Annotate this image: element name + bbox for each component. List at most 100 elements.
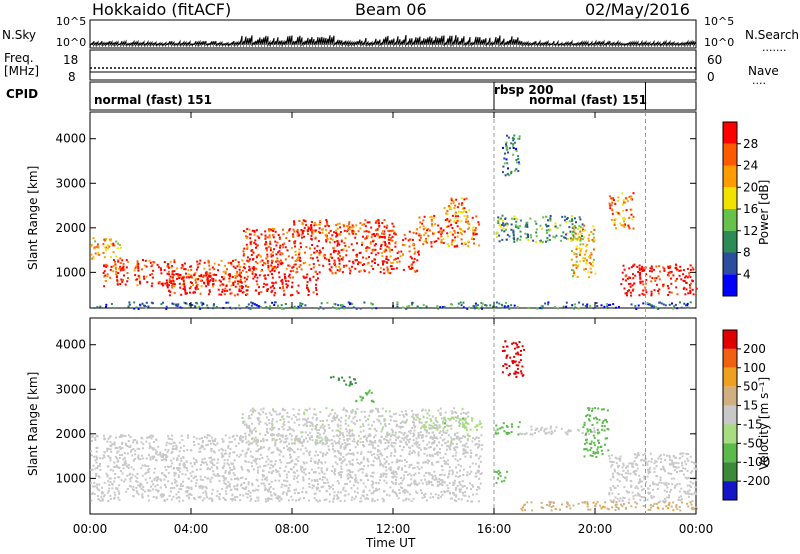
power-cell	[296, 307, 299, 310]
velocity-cell	[421, 482, 424, 485]
velocity-cell	[475, 453, 478, 456]
power-cell	[628, 216, 631, 219]
power-cell	[631, 284, 634, 287]
power-cell	[391, 248, 393, 251]
power-cell	[611, 209, 614, 212]
velocity-cell	[359, 437, 362, 440]
velocity-cell	[351, 383, 353, 386]
velocity-cell	[369, 440, 372, 443]
velocity-cell	[241, 439, 244, 442]
power-cell	[218, 279, 221, 282]
velocity-cell	[155, 476, 158, 479]
velocity-cell	[165, 441, 168, 444]
velocity-cell	[268, 446, 271, 449]
velocity-cell	[476, 488, 478, 491]
velocity-cell	[202, 485, 205, 488]
power-cell	[556, 307, 559, 310]
velocity-cell	[452, 481, 455, 484]
power-cell	[248, 233, 251, 236]
velocity-cell	[171, 450, 174, 453]
velocity-cell	[167, 435, 170, 438]
velocity-cell	[439, 430, 442, 433]
velocity-cell	[241, 413, 244, 416]
velocity-cell	[428, 432, 430, 435]
velocity-cell	[272, 428, 275, 431]
power-cell	[443, 306, 446, 309]
power-cell	[218, 293, 221, 296]
power-cell	[159, 267, 162, 270]
velocity-cell	[268, 487, 271, 490]
velocity-cell	[362, 429, 365, 432]
velocity-cell	[339, 447, 342, 449]
velocity-cell	[376, 489, 378, 491]
velocity-cell	[368, 433, 371, 436]
velocity-cell	[136, 447, 139, 450]
velocity-cell	[333, 491, 336, 494]
velocity-cell	[101, 492, 104, 495]
power-cell	[540, 227, 543, 230]
velocity-cell	[464, 445, 467, 448]
velocity-cell	[537, 430, 540, 433]
power-cell	[318, 252, 321, 255]
velocity-cell	[240, 437, 243, 440]
power-cell	[678, 274, 681, 277]
power-cell	[200, 301, 203, 304]
power-cell	[255, 260, 257, 263]
velocity-cell	[153, 441, 155, 443]
velocity-cell	[206, 436, 209, 439]
velocity-cell	[194, 475, 196, 478]
velocity-cell	[389, 438, 392, 441]
velocity-cell	[377, 482, 380, 485]
velocity-cell	[384, 442, 387, 444]
velocity-cell	[462, 448, 465, 450]
power-cell	[283, 242, 286, 245]
power-cell	[573, 225, 576, 227]
power-cell	[529, 234, 532, 237]
power-cell	[527, 306, 530, 309]
power-cell	[370, 252, 373, 255]
velocity-cell	[278, 479, 281, 482]
velocity-cell	[510, 431, 513, 433]
power-cell	[399, 255, 402, 258]
velocity-cell	[103, 481, 106, 484]
velocity-cell	[283, 409, 286, 412]
power-cell	[463, 241, 466, 244]
power-cell	[118, 244, 121, 246]
velocity-cell	[287, 499, 290, 502]
power-cell	[304, 261, 307, 264]
velocity-cell	[429, 446, 432, 448]
velocity-cell	[112, 469, 115, 472]
velocity-cell	[163, 484, 166, 486]
velocity-cell	[507, 431, 510, 434]
power-cell	[151, 276, 154, 279]
velocity-cell	[268, 471, 270, 474]
power-cell	[213, 303, 215, 306]
power-cell	[230, 284, 233, 287]
velocity-cell	[288, 484, 291, 486]
velocity-cell	[409, 438, 412, 441]
velocity-cell	[523, 348, 526, 351]
power-cell	[465, 211, 468, 213]
velocity-cell	[516, 343, 519, 346]
velocity-cell	[182, 444, 185, 447]
velocity-cell	[341, 460, 344, 463]
velocity-cell	[383, 472, 386, 475]
power-cell	[466, 215, 469, 217]
velocity-cell	[134, 438, 137, 441]
velocity-cell	[366, 459, 369, 462]
velocity-cell	[437, 451, 440, 454]
velocity-cell	[210, 462, 213, 464]
power-cell	[234, 259, 237, 261]
power-cell	[408, 238, 411, 241]
velocity-cell	[281, 409, 284, 412]
velocity-cell	[445, 461, 448, 464]
power-cell	[624, 275, 627, 278]
power-cell	[249, 237, 252, 240]
velocity-cell	[438, 432, 441, 434]
power-cell	[516, 217, 519, 220]
power-cell	[474, 231, 476, 234]
power-cell	[385, 261, 388, 264]
power-cell	[388, 242, 391, 244]
velocity-cell	[149, 435, 152, 438]
power-cell	[573, 270, 576, 273]
